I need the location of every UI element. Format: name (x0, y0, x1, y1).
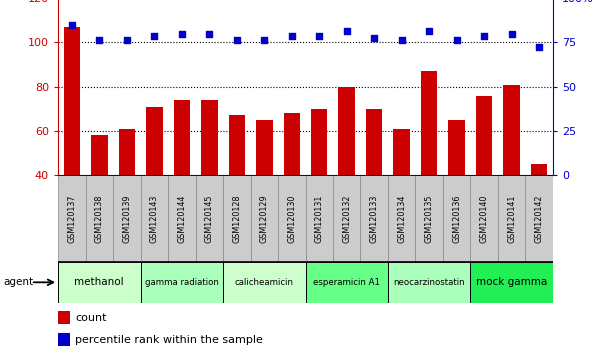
Bar (278, 175, 306, 262)
Text: GSM120144: GSM120144 (177, 194, 186, 243)
Point (424, 29, 434, 34)
Point (232, 38, 242, 43)
Point (397, 38, 407, 43)
Bar (503, 85, 520, 264)
Bar (531, 164, 547, 264)
Bar (146, 107, 163, 264)
Bar (470, 262, 553, 303)
Point (95, 38, 104, 43)
Bar (196, 175, 223, 262)
Text: percentile rank within the sample: percentile rank within the sample (75, 335, 263, 345)
Bar (366, 109, 382, 264)
Point (67, 22, 77, 28)
Bar (284, 113, 300, 264)
Text: GSM120129: GSM120129 (260, 194, 269, 243)
Point (204, 31, 214, 36)
Bar (168, 175, 196, 262)
Bar (141, 175, 168, 262)
Bar (476, 96, 492, 264)
Text: calicheamicin: calicheamicin (235, 278, 294, 287)
Text: methanol: methanol (75, 277, 124, 287)
Text: neocarzinostatin: neocarzinostatin (393, 278, 465, 287)
Point (452, 38, 462, 43)
Text: mock gamma: mock gamma (476, 277, 547, 287)
Bar (388, 262, 470, 303)
Text: count: count (75, 313, 107, 323)
Bar (470, 175, 498, 262)
Text: gamma radiation: gamma radiation (145, 278, 219, 287)
Point (315, 33, 324, 39)
Point (149, 33, 159, 39)
Text: esperamicin A1: esperamicin A1 (313, 278, 380, 287)
Bar (338, 87, 355, 264)
Text: GSM120136: GSM120136 (452, 194, 461, 243)
Bar (223, 262, 306, 303)
Bar (388, 175, 415, 262)
Bar (141, 262, 223, 303)
Text: GSM120130: GSM120130 (287, 194, 296, 243)
Bar (306, 262, 388, 303)
Text: GSM120134: GSM120134 (397, 194, 406, 243)
Bar (306, 175, 333, 262)
Point (259, 38, 269, 43)
Bar (174, 100, 190, 264)
Bar (333, 175, 360, 262)
Bar (86, 175, 113, 262)
Bar (415, 175, 443, 262)
Text: GSM120135: GSM120135 (425, 194, 434, 243)
Text: GSM120132: GSM120132 (342, 194, 351, 243)
Point (480, 33, 489, 39)
Bar (443, 175, 470, 262)
Bar (64, 27, 80, 264)
Text: GSM120143: GSM120143 (150, 194, 159, 243)
Point (122, 38, 132, 43)
Text: agent: agent (3, 277, 33, 287)
Text: GSM120141: GSM120141 (507, 194, 516, 243)
Bar (421, 71, 437, 264)
Point (177, 31, 187, 36)
Point (534, 44, 544, 50)
Text: GSM120138: GSM120138 (95, 194, 104, 243)
Bar (119, 129, 135, 264)
Point (287, 33, 297, 39)
Bar (58, 333, 70, 346)
Bar (393, 129, 410, 264)
Bar (113, 175, 141, 262)
Text: GSM120133: GSM120133 (370, 194, 379, 243)
Bar (58, 312, 70, 324)
Text: GSM120140: GSM120140 (480, 194, 489, 243)
Text: GSM120131: GSM120131 (315, 194, 324, 243)
Bar (256, 120, 273, 264)
Bar (58, 262, 141, 303)
Bar (360, 175, 388, 262)
Bar (58, 175, 86, 262)
Text: GSM120128: GSM120128 (232, 194, 241, 243)
Text: GSM120145: GSM120145 (205, 194, 214, 243)
Point (342, 29, 352, 34)
Bar (223, 175, 251, 262)
Bar (498, 175, 525, 262)
Bar (91, 135, 108, 264)
Point (507, 31, 517, 36)
Bar (525, 175, 553, 262)
Text: GSM120139: GSM120139 (122, 194, 131, 243)
Bar (448, 120, 465, 264)
Text: GSM120142: GSM120142 (535, 194, 544, 243)
Text: GSM120137: GSM120137 (67, 194, 76, 243)
Bar (311, 109, 327, 264)
Point (369, 35, 379, 41)
Bar (229, 115, 245, 264)
Bar (201, 100, 218, 264)
Bar (251, 175, 278, 262)
